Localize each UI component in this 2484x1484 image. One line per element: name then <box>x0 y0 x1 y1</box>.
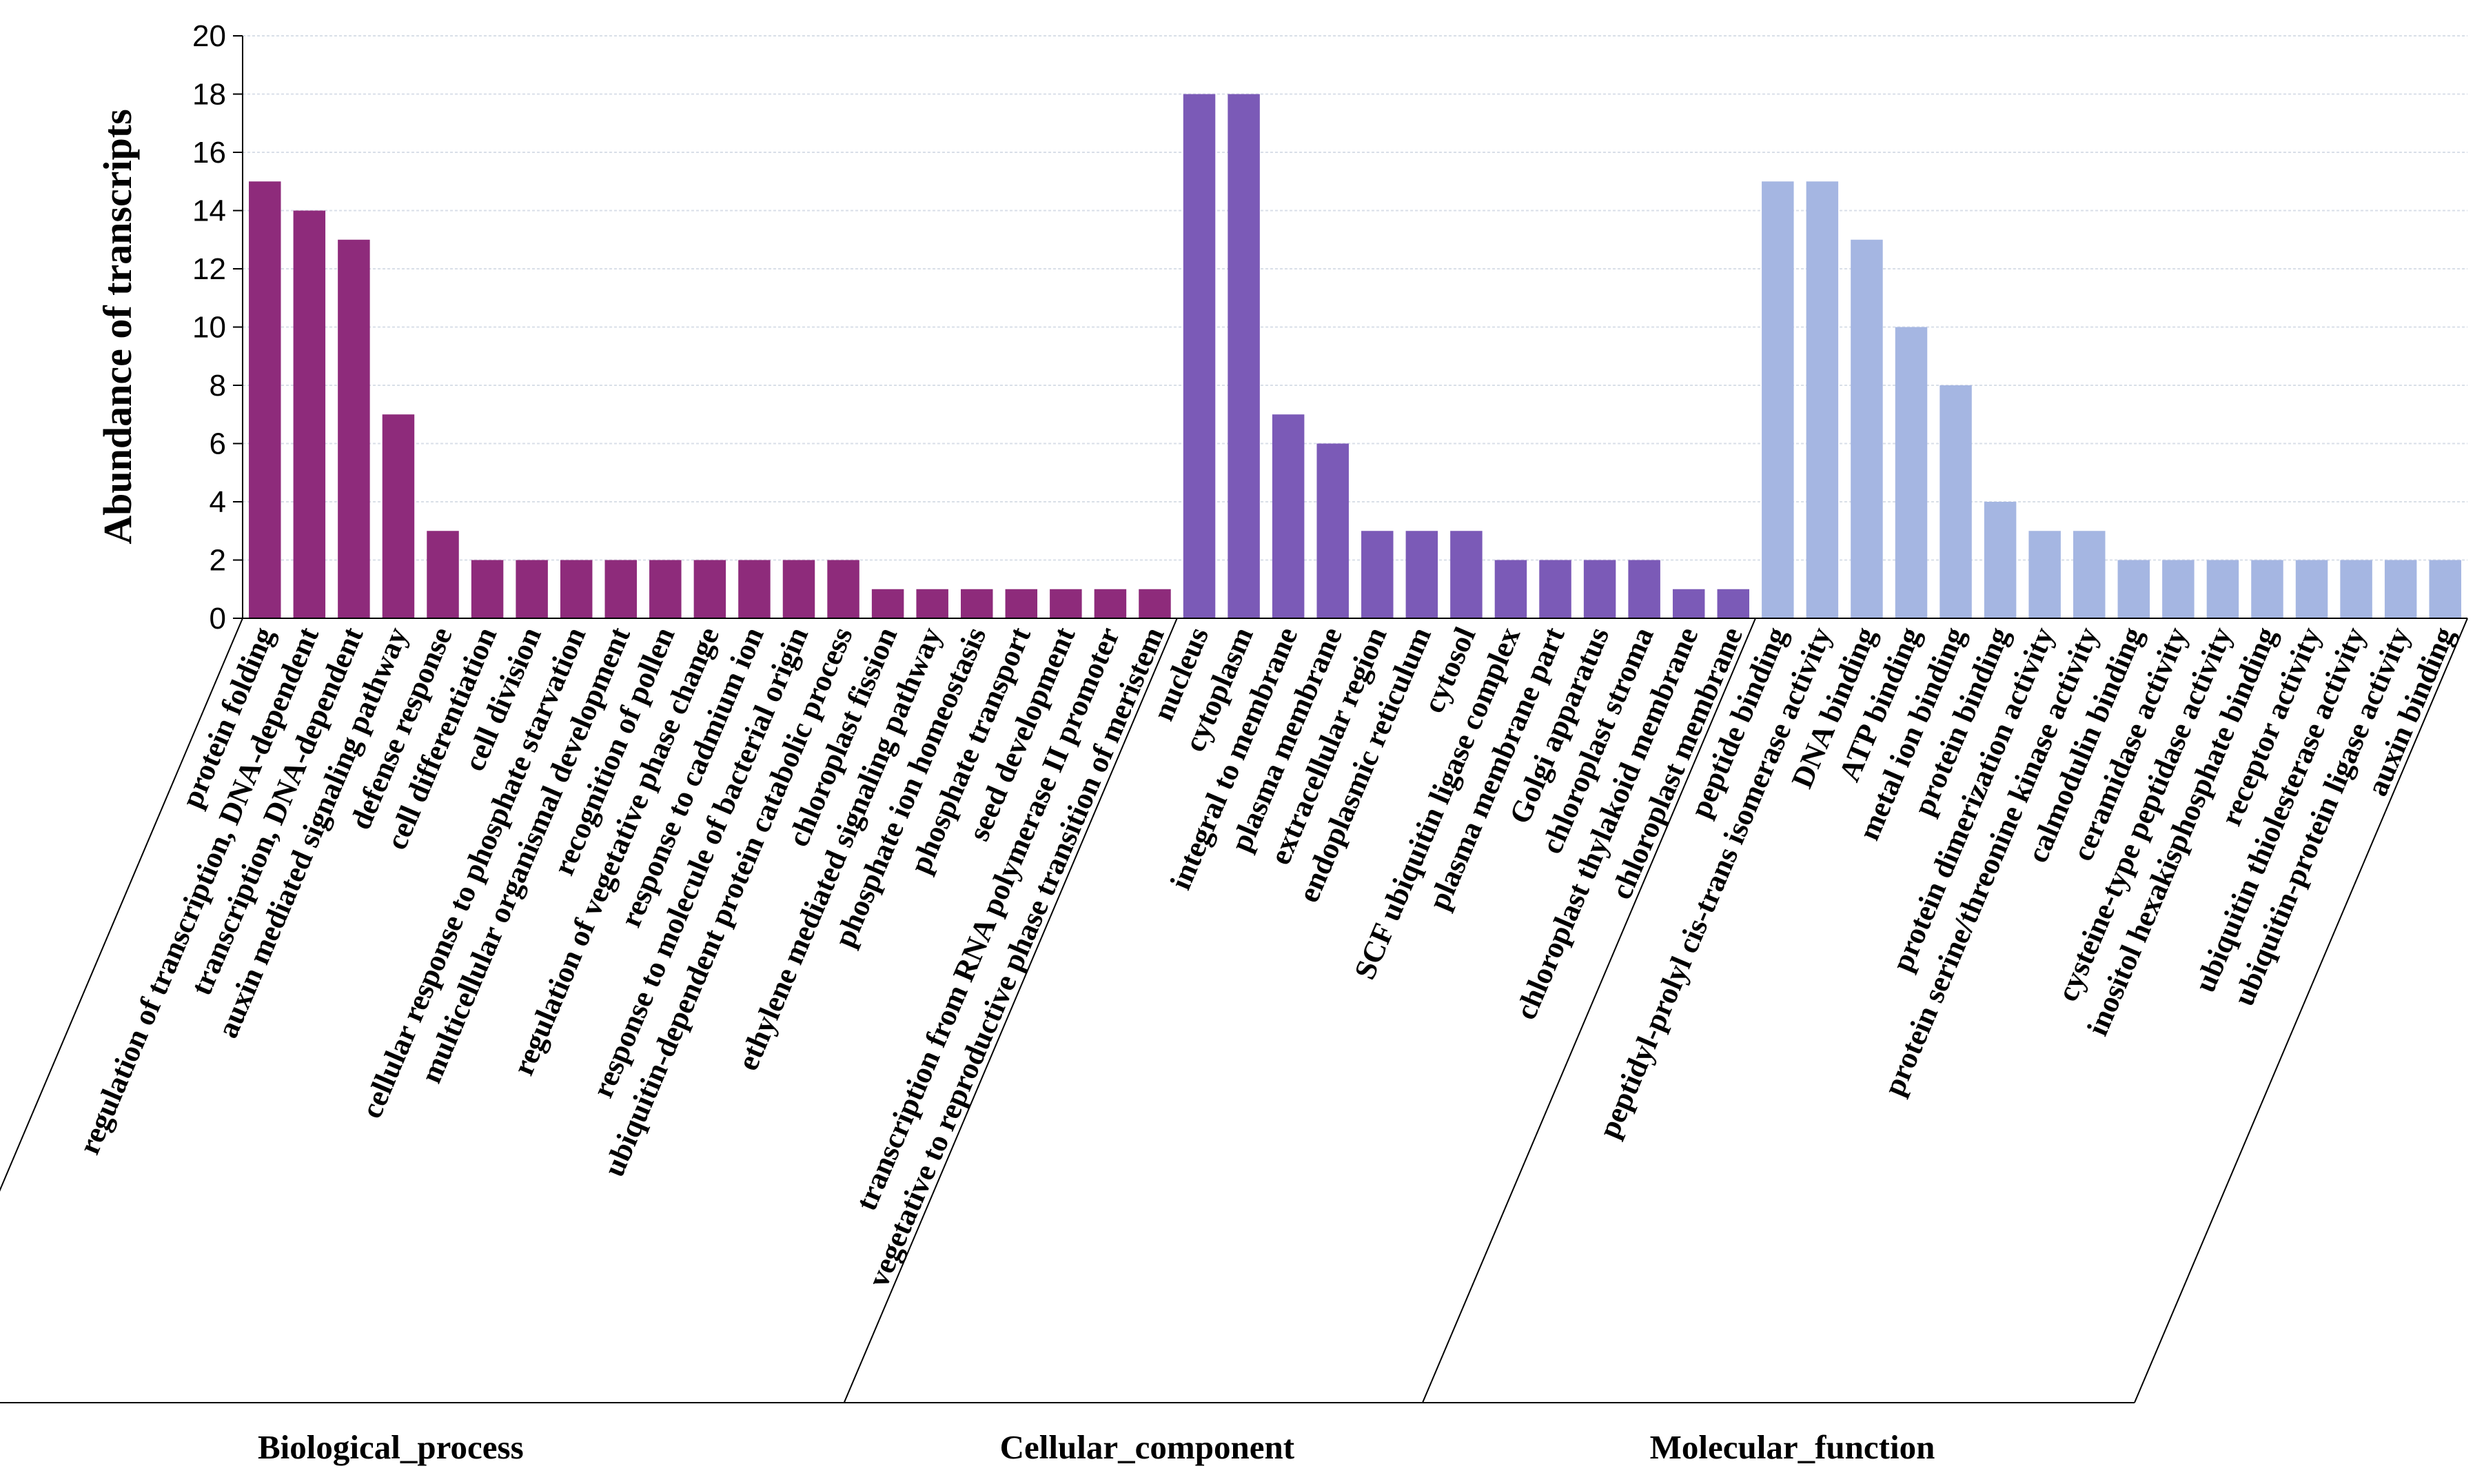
bar <box>2028 531 2061 618</box>
group-label: Cellular_component <box>1000 1428 1295 1466</box>
bar <box>1984 502 2017 618</box>
y-tick-label: 16 <box>192 136 226 170</box>
y-tick-label: 2 <box>210 544 226 578</box>
bar <box>1139 589 1171 618</box>
bar <box>916 589 948 618</box>
bar <box>1806 181 1839 618</box>
bar <box>1228 94 1260 618</box>
bar <box>1717 589 1750 618</box>
bar <box>693 560 726 618</box>
group-separator <box>0 618 243 1192</box>
y-tick-label: 6 <box>210 427 226 461</box>
bar <box>1762 181 1794 618</box>
bar <box>782 560 815 618</box>
group-labels: Biological_process Cellular_component Mole… <box>258 1428 1935 1466</box>
y-tick-label: 18 <box>192 78 226 112</box>
bar <box>960 589 993 618</box>
bar <box>1050 589 1082 618</box>
group-separator <box>843 618 1178 1403</box>
group-label: Molecular_function <box>1650 1428 1935 1466</box>
y-tick-label: 0 <box>210 602 226 636</box>
bar <box>1672 589 1705 618</box>
bar <box>2206 560 2239 618</box>
y-tick-label: 8 <box>210 369 226 403</box>
bar <box>2073 531 2106 618</box>
gridlines <box>243 35 2467 561</box>
bar <box>293 210 326 618</box>
bar <box>1405 531 1438 618</box>
bar <box>1005 589 1038 618</box>
bar <box>1094 589 1127 618</box>
bar <box>1851 239 1883 618</box>
bar <box>382 414 415 618</box>
bar <box>471 560 504 618</box>
y-tick-label: 20 <box>192 19 226 53</box>
bar <box>1316 443 1349 618</box>
bar <box>1583 560 1616 618</box>
bar <box>738 560 771 618</box>
bar <box>427 531 459 618</box>
bar <box>338 239 370 618</box>
bar <box>2295 560 2328 618</box>
bar <box>1183 94 1216 618</box>
bar <box>1628 560 1660 618</box>
group-separator <box>2134 618 2468 1403</box>
group-separators <box>0 618 2468 1403</box>
bar <box>2162 560 2195 618</box>
bar <box>249 181 281 618</box>
bar <box>1361 531 1394 618</box>
y-tick-label: 10 <box>192 311 226 345</box>
bar <box>2429 560 2461 618</box>
bar <box>871 589 904 618</box>
bar <box>827 560 859 618</box>
bar <box>649 560 682 618</box>
y-axis-title: Abundance of transcripts <box>95 109 140 545</box>
bar <box>2117 560 2150 618</box>
y-tick-labels: 0 2 4 6 8 10 12 14 16 18 20 <box>192 19 243 636</box>
bar <box>1272 414 1305 618</box>
y-tick-label: 4 <box>210 485 226 519</box>
y-tick-label: 12 <box>192 252 226 286</box>
group-separator <box>1422 618 1756 1403</box>
bar <box>2340 560 2372 618</box>
bar <box>1450 531 1483 618</box>
bar <box>1940 385 1972 618</box>
bar <box>560 560 593 618</box>
bar <box>1539 560 1571 618</box>
bar <box>1494 560 1527 618</box>
bars <box>249 94 2461 618</box>
bar <box>604 560 638 618</box>
bar <box>2384 560 2417 618</box>
bar <box>516 560 548 618</box>
y-tick-label: 14 <box>192 194 226 228</box>
group-label: Biological_process <box>258 1428 524 1466</box>
bar <box>2251 560 2283 618</box>
bar <box>1895 327 1928 618</box>
